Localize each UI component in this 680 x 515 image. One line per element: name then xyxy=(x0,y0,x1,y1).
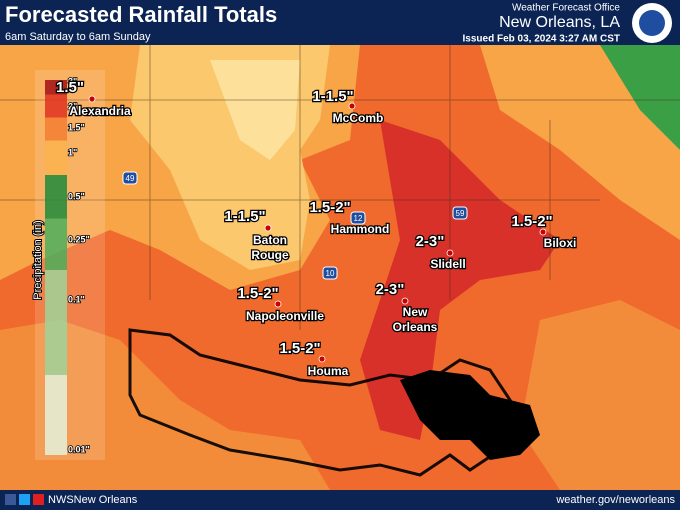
url[interactable]: weather.gov/neworleans xyxy=(555,494,675,506)
legend-swatch xyxy=(45,270,67,375)
coastline xyxy=(128,328,540,477)
city-dot xyxy=(318,355,326,363)
city-dot xyxy=(539,228,547,236)
zone xyxy=(210,60,300,160)
legend-swatch xyxy=(45,94,67,118)
highway-shield xyxy=(122,171,138,185)
location: New Orleans, LA xyxy=(499,14,620,31)
city-name: Slidell xyxy=(430,257,465,271)
subtitle: 6am Saturday to 6am Sunday xyxy=(5,31,151,43)
rain-amount: 1-1.5" xyxy=(224,208,265,225)
rain-amount: 2-3" xyxy=(416,233,445,250)
zone xyxy=(520,300,680,490)
highway-shield xyxy=(322,266,338,280)
legend-swatch xyxy=(45,80,67,95)
city-name: New Orleans xyxy=(393,305,438,334)
nws-logo-inner xyxy=(639,10,665,36)
city-name: Baton Rouge xyxy=(251,233,289,262)
zone xyxy=(600,45,680,150)
rain-amount: 1.5" xyxy=(56,79,84,96)
zone xyxy=(0,320,330,490)
legend-label: 0.5" xyxy=(68,191,85,201)
legend-swatch xyxy=(45,375,67,455)
city-name: Napoleonville xyxy=(246,309,324,323)
city-dot xyxy=(348,102,356,110)
highway-number: 12 xyxy=(354,214,363,223)
issued: Issued Feb 03, 2024 3:27 AM CST xyxy=(463,34,620,45)
legend-label: 0.25" xyxy=(68,234,90,244)
legend-label: 3" xyxy=(68,76,77,86)
facebook-icon[interactable] xyxy=(5,494,16,505)
legend-swatch xyxy=(45,175,67,219)
city-name: Hammond xyxy=(331,222,390,236)
highway-number: 59 xyxy=(456,209,465,218)
rain-amount: 1.5-2" xyxy=(237,285,278,302)
city-name: McComb xyxy=(333,111,384,125)
social-handle: NWSNew Orleans xyxy=(48,494,138,506)
highway-shield xyxy=(452,206,468,220)
city-name: Houma xyxy=(308,364,349,378)
youtube-icon[interactable] xyxy=(33,494,44,505)
twitter-icon[interactable] xyxy=(19,494,30,505)
rain-amount: 1-1.5" xyxy=(312,88,353,105)
legend-swatch xyxy=(45,140,67,175)
rain-amount: 2-3" xyxy=(376,281,405,298)
rain-amount: 1.5-2" xyxy=(309,199,350,216)
legend-swatch xyxy=(45,218,67,270)
highway-number: 10 xyxy=(326,269,335,278)
city-name: Biloxi xyxy=(544,236,577,250)
office: Weather Forecast Office xyxy=(512,3,620,14)
highway-number: 49 xyxy=(126,174,135,183)
city-dot xyxy=(274,300,282,308)
legend-swatch xyxy=(45,117,67,141)
legend-title: Precipitation (in) xyxy=(32,220,44,299)
city-dot xyxy=(88,95,96,103)
legend-label: 2" xyxy=(68,101,77,111)
legend-label: 1.5" xyxy=(68,122,85,132)
boundaries xyxy=(0,45,680,330)
legend-label: 0.01" xyxy=(68,444,90,454)
city-dot xyxy=(401,297,409,305)
rain-amount: 1.5-2" xyxy=(511,213,552,230)
header-bar xyxy=(0,0,680,45)
highway-shield xyxy=(350,211,366,225)
city-dot xyxy=(446,249,454,257)
legend-label: 0.1" xyxy=(68,294,85,304)
title: Forecasted Rainfall Totals xyxy=(5,2,277,27)
city-dot xyxy=(264,224,272,232)
footer-bar xyxy=(0,490,680,510)
rain-amount: 1.5-2" xyxy=(279,340,320,357)
legend-label: 1" xyxy=(68,147,77,157)
city-name: Alexandria xyxy=(69,104,131,118)
